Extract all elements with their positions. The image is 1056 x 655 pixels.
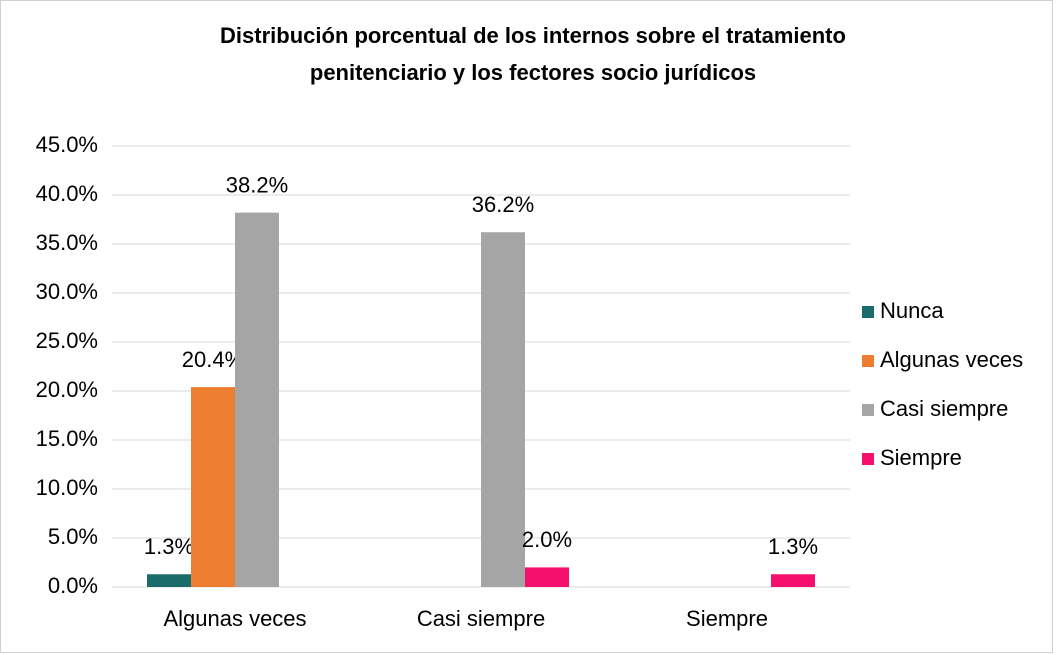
bar xyxy=(771,574,815,587)
y-tick-label: 30.0% xyxy=(36,279,98,304)
bar xyxy=(235,212,279,587)
y-tick-label: 35.0% xyxy=(36,230,98,255)
legend-swatch xyxy=(862,355,874,367)
legend-label: Nunca xyxy=(880,298,944,323)
y-tick-label: 40.0% xyxy=(36,181,98,206)
data-label: 38.2% xyxy=(226,172,288,197)
data-label: 20.4% xyxy=(182,347,244,372)
bar xyxy=(147,574,191,587)
legend-swatch xyxy=(862,306,874,318)
legend-label: Siempre xyxy=(880,445,962,470)
chart-title: Distribución porcentual de los internos … xyxy=(220,23,846,48)
x-tick-label: Siempre xyxy=(686,606,768,631)
y-tick-label: 10.0% xyxy=(36,475,98,500)
data-label: 1.3% xyxy=(144,534,194,559)
data-label: 1.3% xyxy=(768,534,818,559)
legend-label: Algunas veces xyxy=(880,347,1023,372)
y-tick-label: 5.0% xyxy=(48,524,98,549)
y-tick-label: 15.0% xyxy=(36,426,98,451)
bar xyxy=(481,232,525,588)
y-tick-label: 25.0% xyxy=(36,328,98,353)
data-label: 36.2% xyxy=(472,192,534,217)
chart-title: penitenciario y los fectores socio juríd… xyxy=(310,60,756,85)
x-tick-label: Casi siempre xyxy=(417,606,545,631)
y-tick-label: 0.0% xyxy=(48,573,98,598)
legend-swatch xyxy=(862,404,874,416)
y-tick-label: 20.0% xyxy=(36,377,98,402)
x-tick-label: Algunas veces xyxy=(163,606,306,631)
bar xyxy=(525,567,569,587)
y-tick-label: 45.0% xyxy=(36,132,98,157)
bar xyxy=(191,387,235,587)
legend-label: Casi siempre xyxy=(880,396,1008,421)
data-label: 2.0% xyxy=(522,527,572,552)
legend-swatch xyxy=(862,453,874,465)
